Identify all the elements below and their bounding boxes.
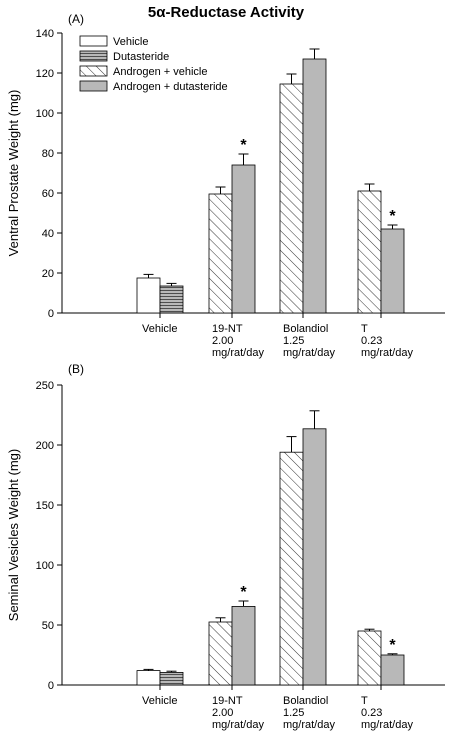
category-label: mg/rat/day [212, 719, 264, 731]
significance-marker: * [389, 637, 396, 654]
y-tick-label: 0 [48, 680, 54, 692]
legend-swatch [79, 80, 108, 92]
bar [159, 672, 184, 686]
y-tick-label: 0 [48, 308, 54, 320]
y-axis-label: Ventral Prostate Weight (mg) [6, 90, 21, 257]
legend-label: Androgen + vehicle [113, 66, 207, 78]
bar [208, 621, 233, 686]
category-label: T [361, 323, 368, 335]
bar [159, 285, 184, 314]
legend-swatch [79, 35, 108, 47]
bar [136, 277, 161, 314]
legend-label: Androgen + dutasteride [113, 81, 228, 93]
category-label: Bolandiol [283, 695, 328, 707]
y-tick-label: 20 [42, 268, 54, 280]
significance-marker: * [240, 137, 247, 154]
y-tick-label: 80 [42, 148, 54, 160]
chart-title: 5α-Reductase Activity [147, 4, 305, 21]
y-tick-label: 120 [36, 68, 54, 80]
category-label: Bolandiol [283, 323, 328, 335]
legend-swatch [79, 50, 108, 62]
panel-label: (B) [68, 362, 84, 376]
bar [357, 630, 382, 686]
category-label: 0.23 [361, 707, 382, 719]
category-label: mg/rat/day [283, 719, 335, 731]
y-tick-label: 200 [36, 440, 54, 452]
category-label: mg/rat/day [361, 347, 413, 359]
panel-a: 0 20 40 60 80 100 120 140 Ventral Prostate Weigh… [6, 12, 445, 359]
category-label: 19-NT [212, 695, 243, 707]
y-tick-label: 40 [42, 228, 54, 240]
category-label: 19-NT [212, 323, 243, 335]
category-label: mg/rat/day [361, 719, 413, 731]
y-tick-label: 100 [36, 560, 54, 572]
bar [136, 670, 161, 686]
panel-label: (A) [68, 12, 84, 26]
y-tick-label: 60 [42, 188, 54, 200]
category-label: T [361, 695, 368, 707]
bar [279, 83, 304, 314]
category-label: 1.25 [283, 707, 304, 719]
bar [279, 451, 304, 686]
panel-b: 0 50 100 150 200 250 Seminal Vesicles Weight (… [6, 362, 445, 731]
bar [231, 606, 256, 686]
bar [208, 193, 233, 314]
bar [302, 58, 327, 314]
y-tick-label: 100 [36, 108, 54, 120]
significance-marker: * [240, 584, 247, 601]
category-label: 0.23 [361, 335, 382, 347]
legend-label: Vehicle [113, 36, 148, 48]
y-tick-label: 140 [36, 28, 54, 40]
y-tick-label: 150 [36, 500, 54, 512]
bar [231, 164, 256, 314]
y-tick-label: 250 [36, 380, 54, 392]
bar [380, 654, 405, 686]
category-label: 2.00 [212, 335, 233, 347]
bar [302, 428, 327, 686]
legend-swatch [79, 65, 108, 77]
bar [357, 190, 382, 314]
category-label: mg/rat/day [283, 347, 335, 359]
category-label: mg/rat/day [212, 347, 264, 359]
category-label: 2.00 [212, 707, 233, 719]
y-axis-label: Seminal Vesicles Weight (mg) [6, 449, 21, 621]
y-tick-label: 50 [42, 620, 54, 632]
significance-marker: * [389, 208, 396, 225]
legend-label: Dutasteride [113, 51, 169, 63]
category-label: Vehicle [142, 695, 177, 707]
category-label: 1.25 [283, 335, 304, 347]
bar [380, 228, 405, 314]
category-label: Vehicle [142, 323, 177, 335]
